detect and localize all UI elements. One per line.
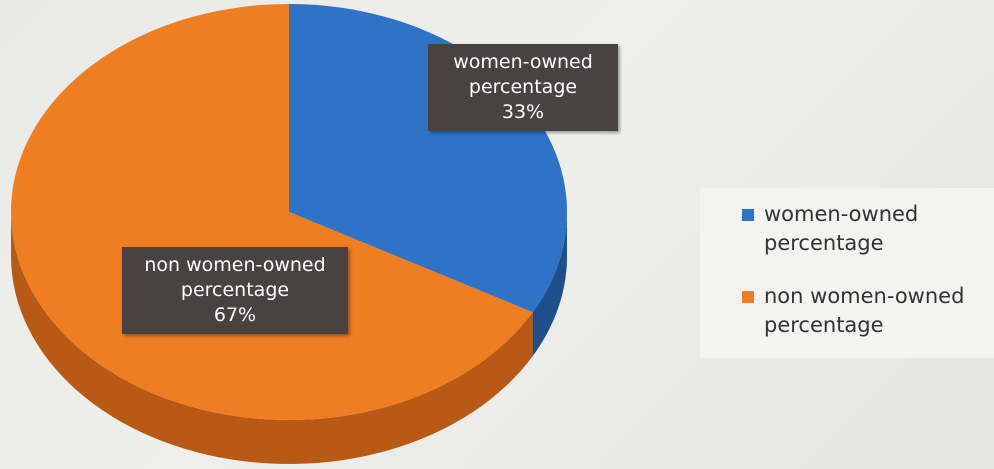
pie-side-0 bbox=[532, 212, 567, 357]
legend-label-non-women-owned-line1: non women-owned bbox=[764, 284, 965, 308]
slice-label-women-owned-line2: percentage bbox=[468, 76, 578, 98]
pie-side-1 bbox=[11, 212, 533, 464]
legend-swatch-women-owned bbox=[742, 209, 754, 221]
legend-swatch-non-women-owned bbox=[742, 291, 754, 303]
slice-label-non-women-owned-value: 67% bbox=[213, 304, 257, 326]
slice-label-women-owned: women-owned percentage 33% bbox=[428, 44, 618, 131]
chart-legend: women-owned percentage non women-owned p… bbox=[700, 188, 994, 358]
legend-label-women-owned-line2: percentage bbox=[764, 231, 884, 255]
slice-label-women-owned-line1: women-owned bbox=[453, 51, 593, 73]
pie-depth bbox=[11, 212, 567, 464]
legend-label-women-owned-line1: women-owned bbox=[764, 202, 919, 226]
legend-item-non-women-owned: non women-owned percentage bbox=[742, 282, 994, 340]
slice-label-women-owned-value: 33% bbox=[501, 101, 545, 123]
slice-label-non-women-owned-line2: percentage bbox=[180, 279, 290, 301]
slice-label-non-women-owned-line1: non women-owned bbox=[144, 254, 326, 276]
legend-item-women-owned: women-owned percentage bbox=[742, 200, 994, 258]
legend-label-non-women-owned-line2: percentage bbox=[764, 313, 884, 337]
slice-label-non-women-owned: non women-owned percentage 67% bbox=[122, 247, 348, 334]
